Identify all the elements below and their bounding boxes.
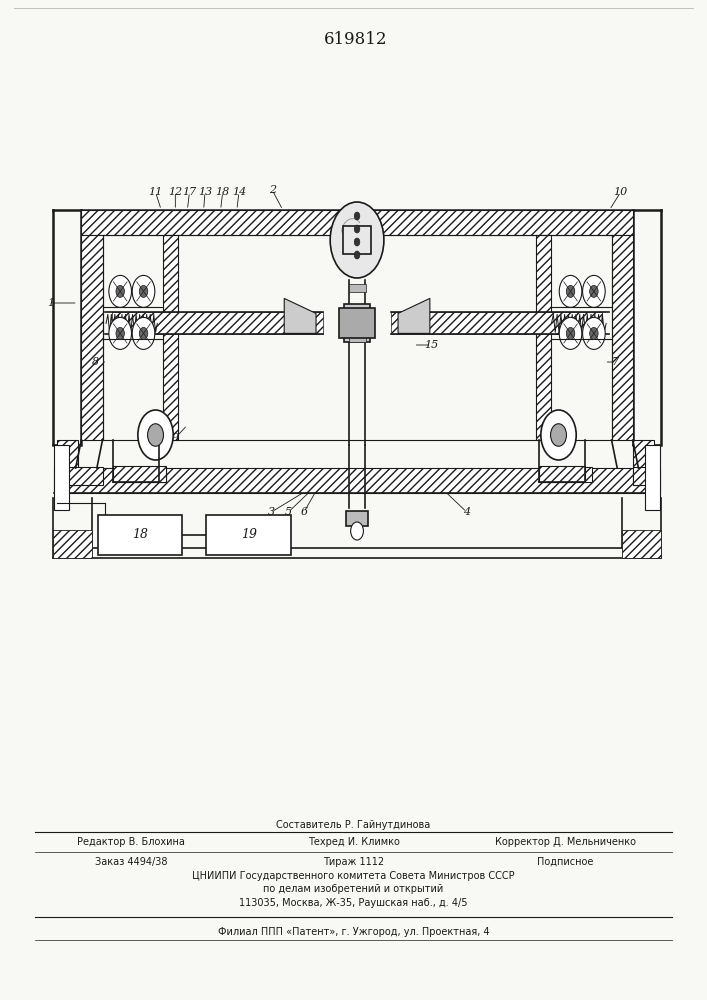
Circle shape (109, 317, 132, 349)
Bar (346, 511, 368, 526)
Circle shape (583, 317, 605, 349)
Text: 9: 9 (172, 433, 179, 443)
Bar (349, 284, 366, 292)
Bar (539, 466, 585, 482)
Text: 19: 19 (241, 528, 257, 542)
Text: Филиал ППП «Патент», г. Ужгород, ул. Проектная, 4: Филиал ППП «Патент», г. Ужгород, ул. Про… (218, 927, 489, 937)
Circle shape (138, 410, 173, 460)
Bar (633, 440, 654, 485)
Circle shape (541, 410, 576, 460)
Bar (645, 445, 660, 510)
Bar (112, 312, 323, 334)
Text: по делам изобретений и открытий: по делам изобретений и открытий (264, 884, 443, 894)
Circle shape (559, 317, 582, 349)
Polygon shape (398, 298, 430, 333)
Text: 13: 13 (198, 187, 212, 197)
Circle shape (354, 225, 360, 233)
Circle shape (559, 275, 582, 307)
Circle shape (583, 275, 605, 307)
Bar (54, 445, 69, 510)
Text: Редактор В. Блохина: Редактор В. Блохина (77, 837, 185, 847)
Bar (622, 530, 661, 558)
Text: 11: 11 (148, 187, 163, 197)
Text: 12: 12 (168, 187, 182, 197)
Bar (349, 334, 366, 342)
Bar (113, 467, 166, 482)
Polygon shape (284, 298, 316, 333)
Text: 14: 14 (232, 187, 246, 197)
Text: 18: 18 (216, 187, 230, 197)
Circle shape (551, 424, 566, 446)
Bar (343, 226, 371, 254)
Text: Техред И. Климко: Техред И. Климко (308, 837, 399, 847)
Circle shape (566, 327, 575, 339)
Circle shape (132, 317, 155, 349)
Circle shape (139, 285, 148, 297)
Circle shape (330, 202, 384, 278)
Bar (163, 235, 178, 440)
Bar (612, 235, 633, 440)
Text: 113035, Москва, Ж-35, Раушская наб., д. 4/5: 113035, Москва, Ж-35, Раушская наб., д. … (239, 898, 468, 908)
Text: 2: 2 (269, 185, 276, 195)
Text: Подписное: Подписное (537, 857, 594, 867)
Circle shape (566, 285, 575, 297)
Bar (98, 515, 182, 555)
Circle shape (116, 327, 124, 339)
Circle shape (354, 238, 360, 246)
Text: Заказ 4494/38: Заказ 4494/38 (95, 857, 167, 867)
Circle shape (132, 275, 155, 307)
Text: 619812: 619812 (324, 31, 387, 48)
Bar (57, 467, 103, 485)
Circle shape (590, 327, 598, 339)
Text: Тираж 1112: Тираж 1112 (323, 857, 384, 867)
Bar (113, 466, 166, 482)
Text: 5: 5 (285, 507, 292, 517)
Circle shape (354, 251, 360, 259)
Bar (81, 235, 103, 440)
Bar (57, 440, 78, 485)
Bar (81, 210, 633, 235)
Text: Составитель Р. Гайнутдинова: Составитель Р. Гайнутдинова (276, 820, 431, 830)
Text: 15: 15 (424, 340, 438, 350)
Circle shape (590, 285, 598, 297)
Circle shape (354, 212, 360, 220)
Circle shape (139, 327, 148, 339)
Bar (539, 467, 592, 482)
Text: 6: 6 (300, 507, 308, 517)
Text: ЦНИИПИ Государственного комитета Совета Министров СССР: ЦНИИПИ Государственного комитета Совета … (192, 871, 515, 881)
Text: Корректор Д. Мельниченко: Корректор Д. Мельниченко (495, 837, 636, 847)
Bar (54, 468, 660, 493)
Text: 1: 1 (47, 298, 54, 308)
Circle shape (109, 275, 132, 307)
Text: 10: 10 (614, 187, 628, 197)
Text: 17: 17 (182, 187, 197, 197)
Bar (536, 235, 551, 440)
Text: 4: 4 (463, 507, 470, 517)
Circle shape (351, 522, 363, 540)
Bar (633, 467, 655, 485)
Text: 7: 7 (612, 357, 619, 367)
Text: 3: 3 (268, 507, 275, 517)
Bar (391, 312, 602, 334)
Bar (53, 530, 92, 558)
Bar (206, 515, 291, 555)
Text: 18: 18 (132, 528, 148, 542)
Text: 8: 8 (92, 357, 99, 367)
Circle shape (148, 424, 163, 446)
Bar (339, 308, 375, 338)
Bar (344, 304, 370, 342)
Circle shape (116, 285, 124, 297)
